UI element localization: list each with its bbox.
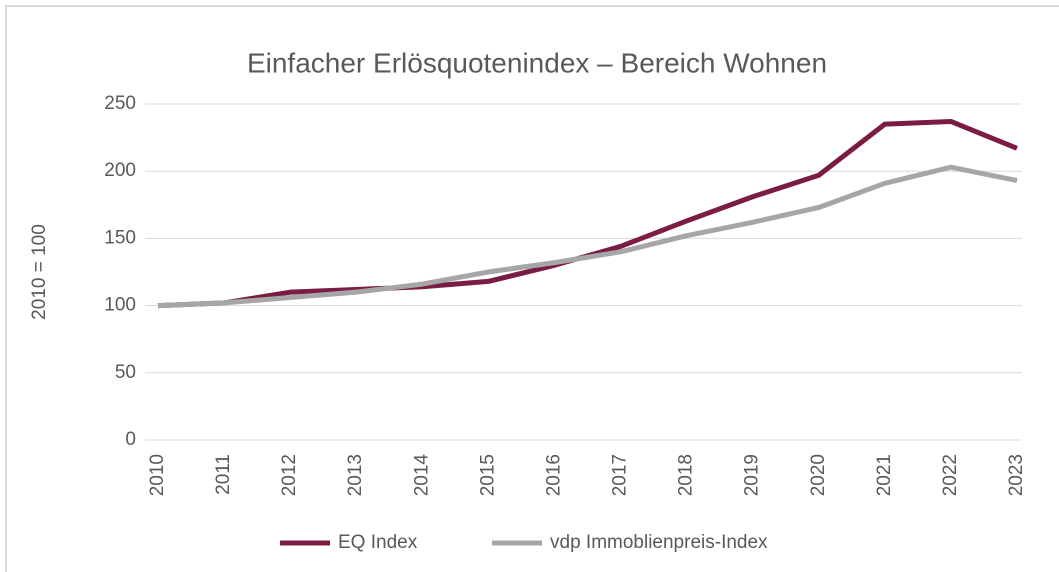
legend-label: EQ Index xyxy=(338,532,418,553)
x-tick-label: 2023 xyxy=(1006,454,1027,496)
legend-label: vdp Immoblienpreis-Index xyxy=(550,532,768,553)
x-tick-label: 2018 xyxy=(676,454,697,496)
data-line xyxy=(157,118,1018,309)
x-tick-label: 2014 xyxy=(411,454,432,497)
x-tick-label: 2011 xyxy=(213,454,234,495)
x-tick-label: 2022 xyxy=(940,454,961,496)
y-axis-label: 2010 = 100 xyxy=(29,224,50,320)
y-tick-label: 200 xyxy=(104,160,136,181)
x-tick-label: 2013 xyxy=(345,454,366,496)
y-tick-label: 100 xyxy=(104,295,136,316)
x-tick-label: 2016 xyxy=(543,454,564,496)
chart-frame xyxy=(5,5,1059,572)
y-tick-label: 50 xyxy=(115,362,136,383)
y-tick-label: 150 xyxy=(104,227,136,248)
y-tick-label: 250 xyxy=(104,93,136,114)
x-tick-label: 2021 xyxy=(874,454,895,496)
y-tick-label: 0 xyxy=(125,429,136,450)
x-tick-label: 2012 xyxy=(279,454,300,496)
x-tick-label: 2019 xyxy=(742,454,763,496)
x-tick-label: 2017 xyxy=(610,454,631,496)
x-tick-label: 2015 xyxy=(477,454,498,496)
data-line xyxy=(157,164,1018,309)
chart-title: Einfacher Erlösquotenindex – Bereich Woh… xyxy=(247,47,827,78)
x-tick-label: 2020 xyxy=(808,454,829,496)
x-tick-label: 2010 xyxy=(147,454,168,496)
